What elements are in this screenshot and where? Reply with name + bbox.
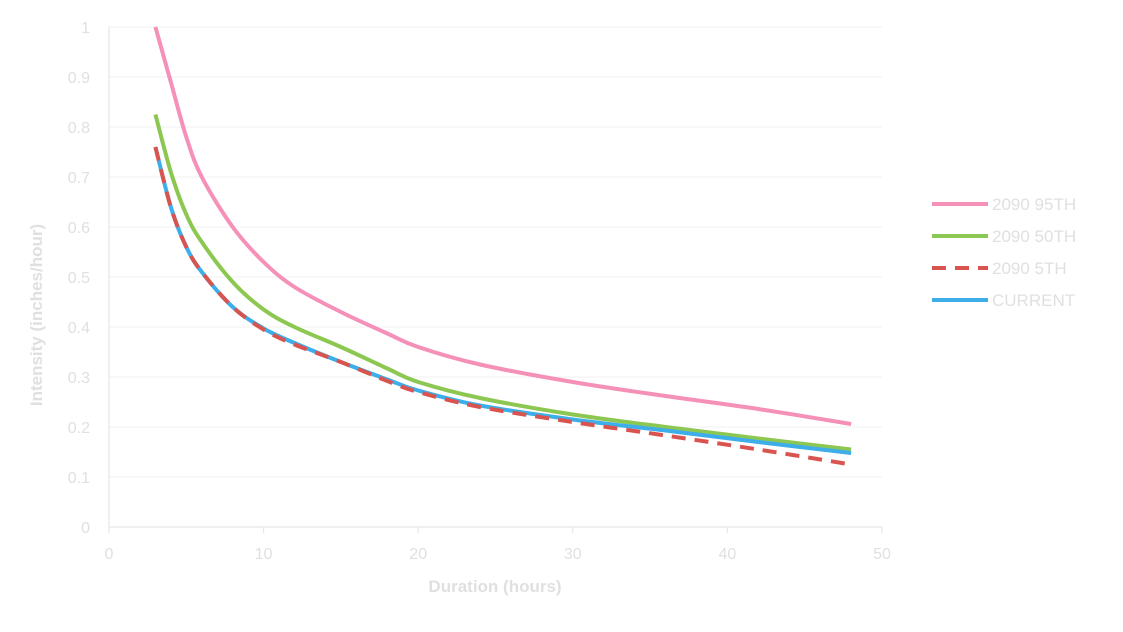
plot-series: [153, 26, 852, 467]
y-tick-label: 0.9: [68, 70, 90, 87]
y-tick-label: 0.2: [68, 420, 90, 437]
y-axis-title: Intensity (inches/hour): [27, 224, 46, 406]
axes: 00.10.20.30.40.50.60.70.80.910 10 20 30 40 50: [68, 20, 891, 563]
y-tick-label: 1: [81, 20, 90, 37]
x-tick-label: 0: [105, 546, 114, 563]
legend-label-2090-5th: 2090 5TH: [992, 259, 1067, 278]
y-tick-label: 0.3: [68, 370, 90, 387]
legend-label-current: CURRENT: [992, 291, 1075, 310]
y-tick-label: 0.5: [68, 270, 90, 287]
x-tick-label: 20: [409, 546, 427, 563]
legend-label-2090-95th: 2090 95TH: [992, 195, 1076, 214]
y-tick-label: 0.6: [68, 220, 90, 237]
y-tick-label: 0: [81, 520, 90, 537]
series-line-2090-5th: [153, 146, 852, 467]
series-line-2090-50th: [153, 113, 852, 452]
y-tick-label: 0.1: [68, 470, 90, 487]
y-tick-label: 0.8: [68, 120, 90, 137]
x-tick-label: 50: [873, 546, 891, 563]
x-tick-label: 10: [255, 546, 273, 563]
series-line-2090-95th: [153, 26, 852, 426]
x-tick-label: 30: [564, 546, 582, 563]
legend: 2090 95TH 2090 50TH 2090 5TH CURRENT: [932, 195, 1076, 310]
x-tick-label: 40: [719, 546, 737, 563]
x-axis-title: Duration (hours): [428, 577, 561, 596]
gridlines: [109, 26, 882, 478]
y-tick-label: 0.7: [68, 170, 90, 187]
y-tick-label: 0.4: [68, 320, 90, 337]
legend-label-2090-50th: 2090 50TH: [992, 227, 1076, 246]
